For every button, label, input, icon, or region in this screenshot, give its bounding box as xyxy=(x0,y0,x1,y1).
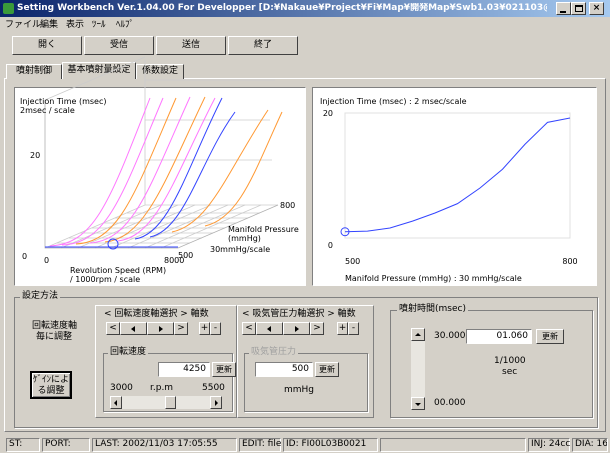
range-max: 5500 xyxy=(202,383,225,393)
surface-y-title: Injection Time (msec) xyxy=(20,97,106,106)
map-group xyxy=(244,353,368,412)
x-tick-label: 800 xyxy=(562,257,577,266)
axis-header: < 回転速度軸選択 > 軸数 xyxy=(104,309,209,319)
unit-label: sec xyxy=(502,367,518,377)
tab-active[interactable]: 基本噴射量設定 xyxy=(62,62,136,79)
range-max: 30.000 xyxy=(434,331,466,341)
unit-label: mmHg xyxy=(284,385,315,395)
surface-z-title: (mmHg) xyxy=(228,234,261,243)
nav-button[interactable]: > xyxy=(310,322,324,335)
x-axis-title: Manifold Pressure (mmHg) : 30 mmHg/scale xyxy=(345,274,522,283)
mode-label: 回転速度軸 xyxy=(32,321,78,331)
x-tick-label: 500 xyxy=(345,257,360,266)
y-tick-label: 0 xyxy=(328,241,333,250)
toolbar-button[interactable]: 送信 xyxy=(156,36,226,55)
update-button[interactable]: 更新 xyxy=(536,329,564,344)
tab[interactable]: 係数設定 xyxy=(136,64,184,79)
injection-input[interactable]: 01.060 xyxy=(466,329,532,344)
tab-panel xyxy=(4,78,606,432)
mode-label: 毎に調整 xyxy=(36,332,73,342)
plus-button[interactable]: + xyxy=(337,322,348,335)
group-title: 吸気管圧力 xyxy=(249,347,299,358)
map-input[interactable]: 500 xyxy=(255,362,313,377)
surface-x-label: 8000 xyxy=(164,256,184,265)
group-title: 設定方法 xyxy=(20,291,61,302)
menu-item[interactable]: 編集 xyxy=(40,20,59,30)
settings-group xyxy=(14,297,598,428)
nav-button[interactable]: < xyxy=(242,322,256,335)
rpm-scrollbar[interactable] xyxy=(110,396,222,409)
menu-item[interactable]: 表示 xyxy=(66,20,85,30)
scroll-thumb[interactable] xyxy=(165,396,176,409)
nav-button[interactable] xyxy=(147,322,174,335)
charts: Injection Time (msec) 2msec / scale 20 0… xyxy=(20,96,578,284)
status-field xyxy=(380,438,526,452)
line-chart-box xyxy=(312,87,597,286)
surface-z-label: 800 xyxy=(280,201,295,210)
rpm-input[interactable]: 4250 xyxy=(158,362,210,377)
surface-y-label: 20 xyxy=(30,151,40,160)
minimize-button[interactable] xyxy=(556,2,571,15)
button-text: る調整 xyxy=(37,386,65,396)
gain-button[interactable]: ｹﾞｲﾝによ る調整 xyxy=(30,371,72,399)
app-icon xyxy=(3,3,14,14)
status-field: ST: xyxy=(6,438,40,452)
surface-z-label: 500 xyxy=(178,251,193,260)
unit-label: r.p.m xyxy=(150,383,174,393)
status-field: PORT: xyxy=(42,438,90,452)
nav-button[interactable] xyxy=(283,322,310,335)
range-min: 00.000 xyxy=(434,398,466,408)
minus-button[interactable]: - xyxy=(348,322,359,335)
surface-x-scale: / 1000rpm / scale xyxy=(70,275,140,284)
status-field: LAST: 2002/11/03 17:05:55 xyxy=(92,438,237,452)
menu-item[interactable]: ﾍﾙﾌﾟ xyxy=(116,20,135,30)
surface-y-scale: 2msec / scale xyxy=(20,106,75,115)
toolbar-button[interactable]: 開く xyxy=(12,36,82,55)
group-title: 噴射時間(msec) xyxy=(397,304,468,315)
status-field: EDIT: file xyxy=(239,438,281,452)
status-field: ID: FI00L03B0021 xyxy=(283,438,378,452)
cursor-marker xyxy=(107,238,119,250)
nav-button[interactable]: < xyxy=(106,322,120,335)
minus-button[interactable]: - xyxy=(210,322,221,335)
maximize-button[interactable] xyxy=(571,2,586,15)
nav-button[interactable]: > xyxy=(174,322,188,335)
window-title: Setting Workbench Ver.1.04.00 For Develo… xyxy=(17,3,547,13)
surface-x-title: Revolution Speed (RPM) xyxy=(70,266,166,275)
data-line xyxy=(344,117,571,233)
group-title: 回転速度 xyxy=(108,347,149,358)
button-text: ｹﾞｲﾝによ xyxy=(32,375,69,385)
nav-button[interactable] xyxy=(256,322,283,335)
toolbar-button[interactable]: 受信 xyxy=(84,36,154,55)
menu-item[interactable]: ファイル xyxy=(5,20,42,30)
rpm-axis-panel xyxy=(95,305,237,418)
plot-frame xyxy=(344,112,571,239)
update-button[interactable]: 更新 xyxy=(315,362,339,377)
title-bar: Setting Workbench Ver.1.04.00 For Develo… xyxy=(0,0,610,17)
close-button[interactable]: × xyxy=(589,2,604,15)
unit-label: 1/1000 xyxy=(494,356,526,366)
surface-x-label: 0 xyxy=(44,256,49,265)
nav-button[interactable] xyxy=(120,322,147,335)
status-field: INJ: 24cc xyxy=(528,438,570,452)
range-min: 3000 xyxy=(110,383,133,393)
surface-z-title: Manifold Pressure xyxy=(228,225,299,234)
map-axis-panel xyxy=(237,305,374,418)
surface-z-title: 30mmHg/scale xyxy=(210,245,270,254)
toolbar-button[interactable]: 終了 xyxy=(228,36,298,55)
surface-y-label: 0 xyxy=(22,252,27,261)
status-field: DIA: 16mm xyxy=(572,438,608,452)
injection-group xyxy=(390,310,593,418)
plus-button[interactable]: + xyxy=(199,322,210,335)
injection-scrollbar[interactable] xyxy=(411,328,425,410)
axis-header: < 吸気管圧力軸選択 > 軸数 xyxy=(242,309,356,319)
tab[interactable]: 噴射制御 xyxy=(6,64,62,79)
cursor-marker xyxy=(340,227,350,237)
rpm-group xyxy=(103,353,233,412)
menu-item[interactable]: ﾂｰﾙ xyxy=(92,20,106,30)
y-tick-label: 20 xyxy=(323,109,333,118)
update-button[interactable]: 更新 xyxy=(212,362,236,377)
chart-title: Injection Time (msec) : 2 msec/scale xyxy=(320,97,467,106)
